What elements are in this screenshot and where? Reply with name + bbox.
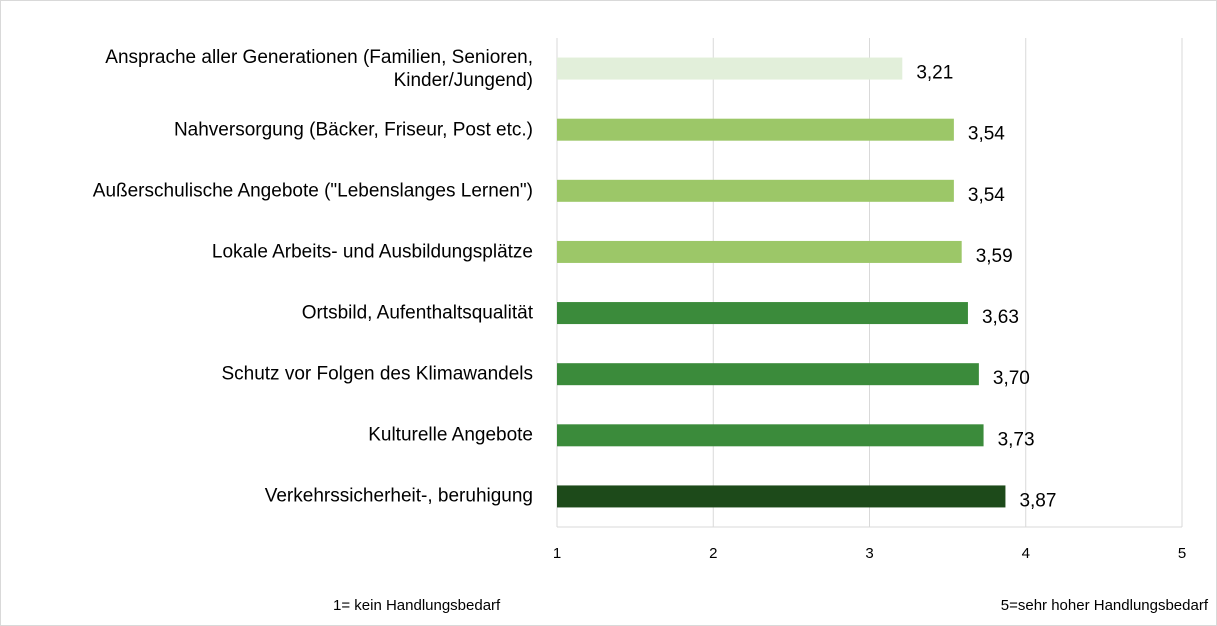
- bar: [557, 118, 954, 141]
- value-label: 3,54: [968, 185, 1005, 206]
- bar: [557, 240, 962, 263]
- category-label: Lokale Arbeits- und Ausbildungsplätze: [211, 241, 533, 263]
- value-label: 3,63: [982, 307, 1019, 328]
- x-tick-label: 3: [865, 545, 873, 562]
- value-label: 3,70: [993, 368, 1030, 389]
- value-label: 3,54: [968, 124, 1005, 145]
- bar: [557, 424, 984, 447]
- category-label: Schutz vor Folgen des Klimawandels: [221, 363, 533, 385]
- bar: [557, 57, 903, 80]
- x-tick-label: 2: [709, 545, 717, 562]
- bar: [557, 363, 979, 386]
- x-tick-label: 4: [1022, 545, 1030, 562]
- bar: [557, 179, 954, 202]
- footnote-right: 5=sehr hoher Handlungsbedarf: [1000, 597, 1208, 614]
- bar: [557, 302, 968, 325]
- category-label: Nahversorgung (Bäcker, Friseur, Post etc…: [173, 119, 533, 141]
- category-label: Verkehrssicherheit-, beruhigung: [264, 485, 533, 507]
- category-label: Ansprache aller Generationen (Familien, …: [105, 46, 533, 91]
- bar: [557, 485, 1006, 508]
- category-label: Außerschulische Angebote ("Lebenslanges …: [92, 180, 533, 202]
- x-tick-label: 1: [553, 545, 561, 562]
- footnote-left: 1= kein Handlungsbedarf: [333, 597, 501, 614]
- value-label: 3,87: [1019, 490, 1056, 511]
- x-tick-label: 5: [1178, 545, 1186, 562]
- value-label: 3,21: [916, 63, 953, 84]
- category-label: Kulturelle Angebote: [368, 424, 533, 446]
- category-label: Ortsbild, Aufenthaltsqualität: [301, 302, 533, 324]
- value-label: 3,73: [998, 429, 1035, 450]
- value-label: 3,59: [976, 246, 1013, 267]
